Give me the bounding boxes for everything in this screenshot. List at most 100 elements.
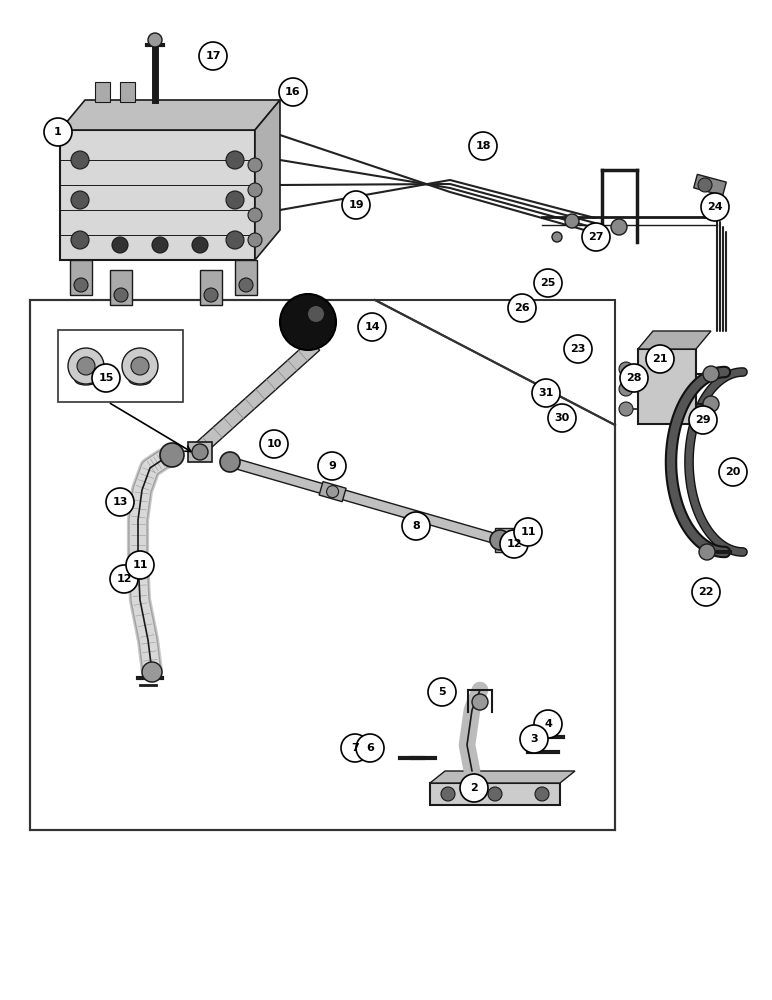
Text: 3: 3	[530, 734, 538, 744]
Text: 16: 16	[285, 87, 301, 97]
Text: 26: 26	[514, 303, 530, 313]
Circle shape	[699, 544, 715, 560]
Text: 6: 6	[366, 743, 374, 753]
Bar	[120, 82, 135, 102]
Circle shape	[260, 430, 288, 458]
Circle shape	[74, 278, 88, 292]
Circle shape	[469, 132, 497, 160]
Circle shape	[280, 294, 336, 350]
Circle shape	[92, 364, 120, 392]
Circle shape	[248, 183, 262, 197]
Bar	[200, 270, 222, 305]
Circle shape	[552, 232, 562, 242]
Circle shape	[428, 678, 456, 706]
Circle shape	[71, 231, 89, 249]
Circle shape	[71, 191, 89, 209]
Bar	[430, 783, 560, 805]
Bar	[495, 528, 517, 552]
Circle shape	[356, 734, 384, 762]
Bar	[110, 270, 132, 305]
Circle shape	[106, 488, 134, 516]
Circle shape	[160, 443, 184, 467]
Bar	[638, 349, 696, 424]
Polygon shape	[229, 457, 501, 545]
Circle shape	[441, 787, 455, 801]
Text: 1: 1	[54, 127, 62, 137]
Text: 20: 20	[726, 467, 740, 477]
Circle shape	[204, 288, 218, 302]
Circle shape	[490, 530, 510, 550]
Polygon shape	[255, 100, 280, 260]
Bar	[30, 300, 615, 830]
Text: 11: 11	[132, 560, 147, 570]
Circle shape	[226, 231, 244, 249]
Circle shape	[239, 278, 253, 292]
Circle shape	[565, 214, 579, 228]
Text: 30: 30	[554, 413, 570, 423]
Circle shape	[534, 269, 562, 297]
Text: 9: 9	[328, 461, 336, 471]
Circle shape	[620, 364, 648, 392]
Circle shape	[402, 512, 430, 540]
Circle shape	[719, 458, 747, 486]
Text: 2: 2	[470, 783, 478, 793]
Circle shape	[358, 313, 386, 341]
Circle shape	[514, 518, 542, 546]
Circle shape	[110, 565, 138, 593]
Text: 14: 14	[364, 322, 380, 332]
Circle shape	[488, 787, 502, 801]
Circle shape	[564, 335, 592, 363]
Circle shape	[342, 191, 370, 219]
Circle shape	[619, 402, 633, 416]
Circle shape	[472, 694, 488, 710]
Bar	[188, 442, 212, 462]
Circle shape	[703, 396, 719, 412]
Circle shape	[698, 178, 712, 192]
Text: 10: 10	[266, 439, 282, 449]
Text: 5: 5	[438, 687, 445, 697]
Circle shape	[534, 710, 562, 738]
Circle shape	[68, 348, 104, 384]
Circle shape	[226, 191, 244, 209]
Circle shape	[220, 452, 240, 472]
Circle shape	[692, 578, 720, 606]
Text: 21: 21	[652, 354, 668, 364]
Circle shape	[192, 444, 208, 460]
Bar	[70, 260, 92, 295]
Polygon shape	[60, 100, 280, 130]
Circle shape	[500, 530, 528, 558]
Bar	[694, 174, 726, 196]
Circle shape	[279, 78, 307, 106]
Circle shape	[142, 662, 162, 682]
Circle shape	[248, 158, 262, 172]
Circle shape	[248, 233, 262, 247]
Text: 7: 7	[351, 743, 359, 753]
Text: 31: 31	[538, 388, 554, 398]
Circle shape	[535, 787, 549, 801]
Polygon shape	[430, 771, 575, 783]
Text: 29: 29	[696, 415, 711, 425]
Text: 11: 11	[520, 527, 536, 537]
Circle shape	[341, 734, 369, 762]
Circle shape	[703, 366, 719, 382]
Text: 28: 28	[626, 373, 642, 383]
Circle shape	[199, 42, 227, 70]
Circle shape	[152, 237, 168, 253]
Circle shape	[318, 452, 346, 480]
Text: 12: 12	[117, 574, 132, 584]
Circle shape	[148, 33, 162, 47]
Circle shape	[44, 118, 72, 146]
Text: 24: 24	[707, 202, 723, 212]
Circle shape	[308, 306, 324, 322]
Text: 17: 17	[205, 51, 221, 61]
Circle shape	[689, 406, 717, 434]
Circle shape	[327, 486, 339, 498]
Text: 13: 13	[112, 497, 127, 507]
Circle shape	[508, 294, 536, 322]
Circle shape	[582, 223, 610, 251]
Text: 18: 18	[476, 141, 491, 151]
Bar	[319, 482, 346, 502]
Bar	[58, 330, 183, 402]
Text: 12: 12	[506, 539, 522, 549]
Circle shape	[646, 345, 674, 373]
